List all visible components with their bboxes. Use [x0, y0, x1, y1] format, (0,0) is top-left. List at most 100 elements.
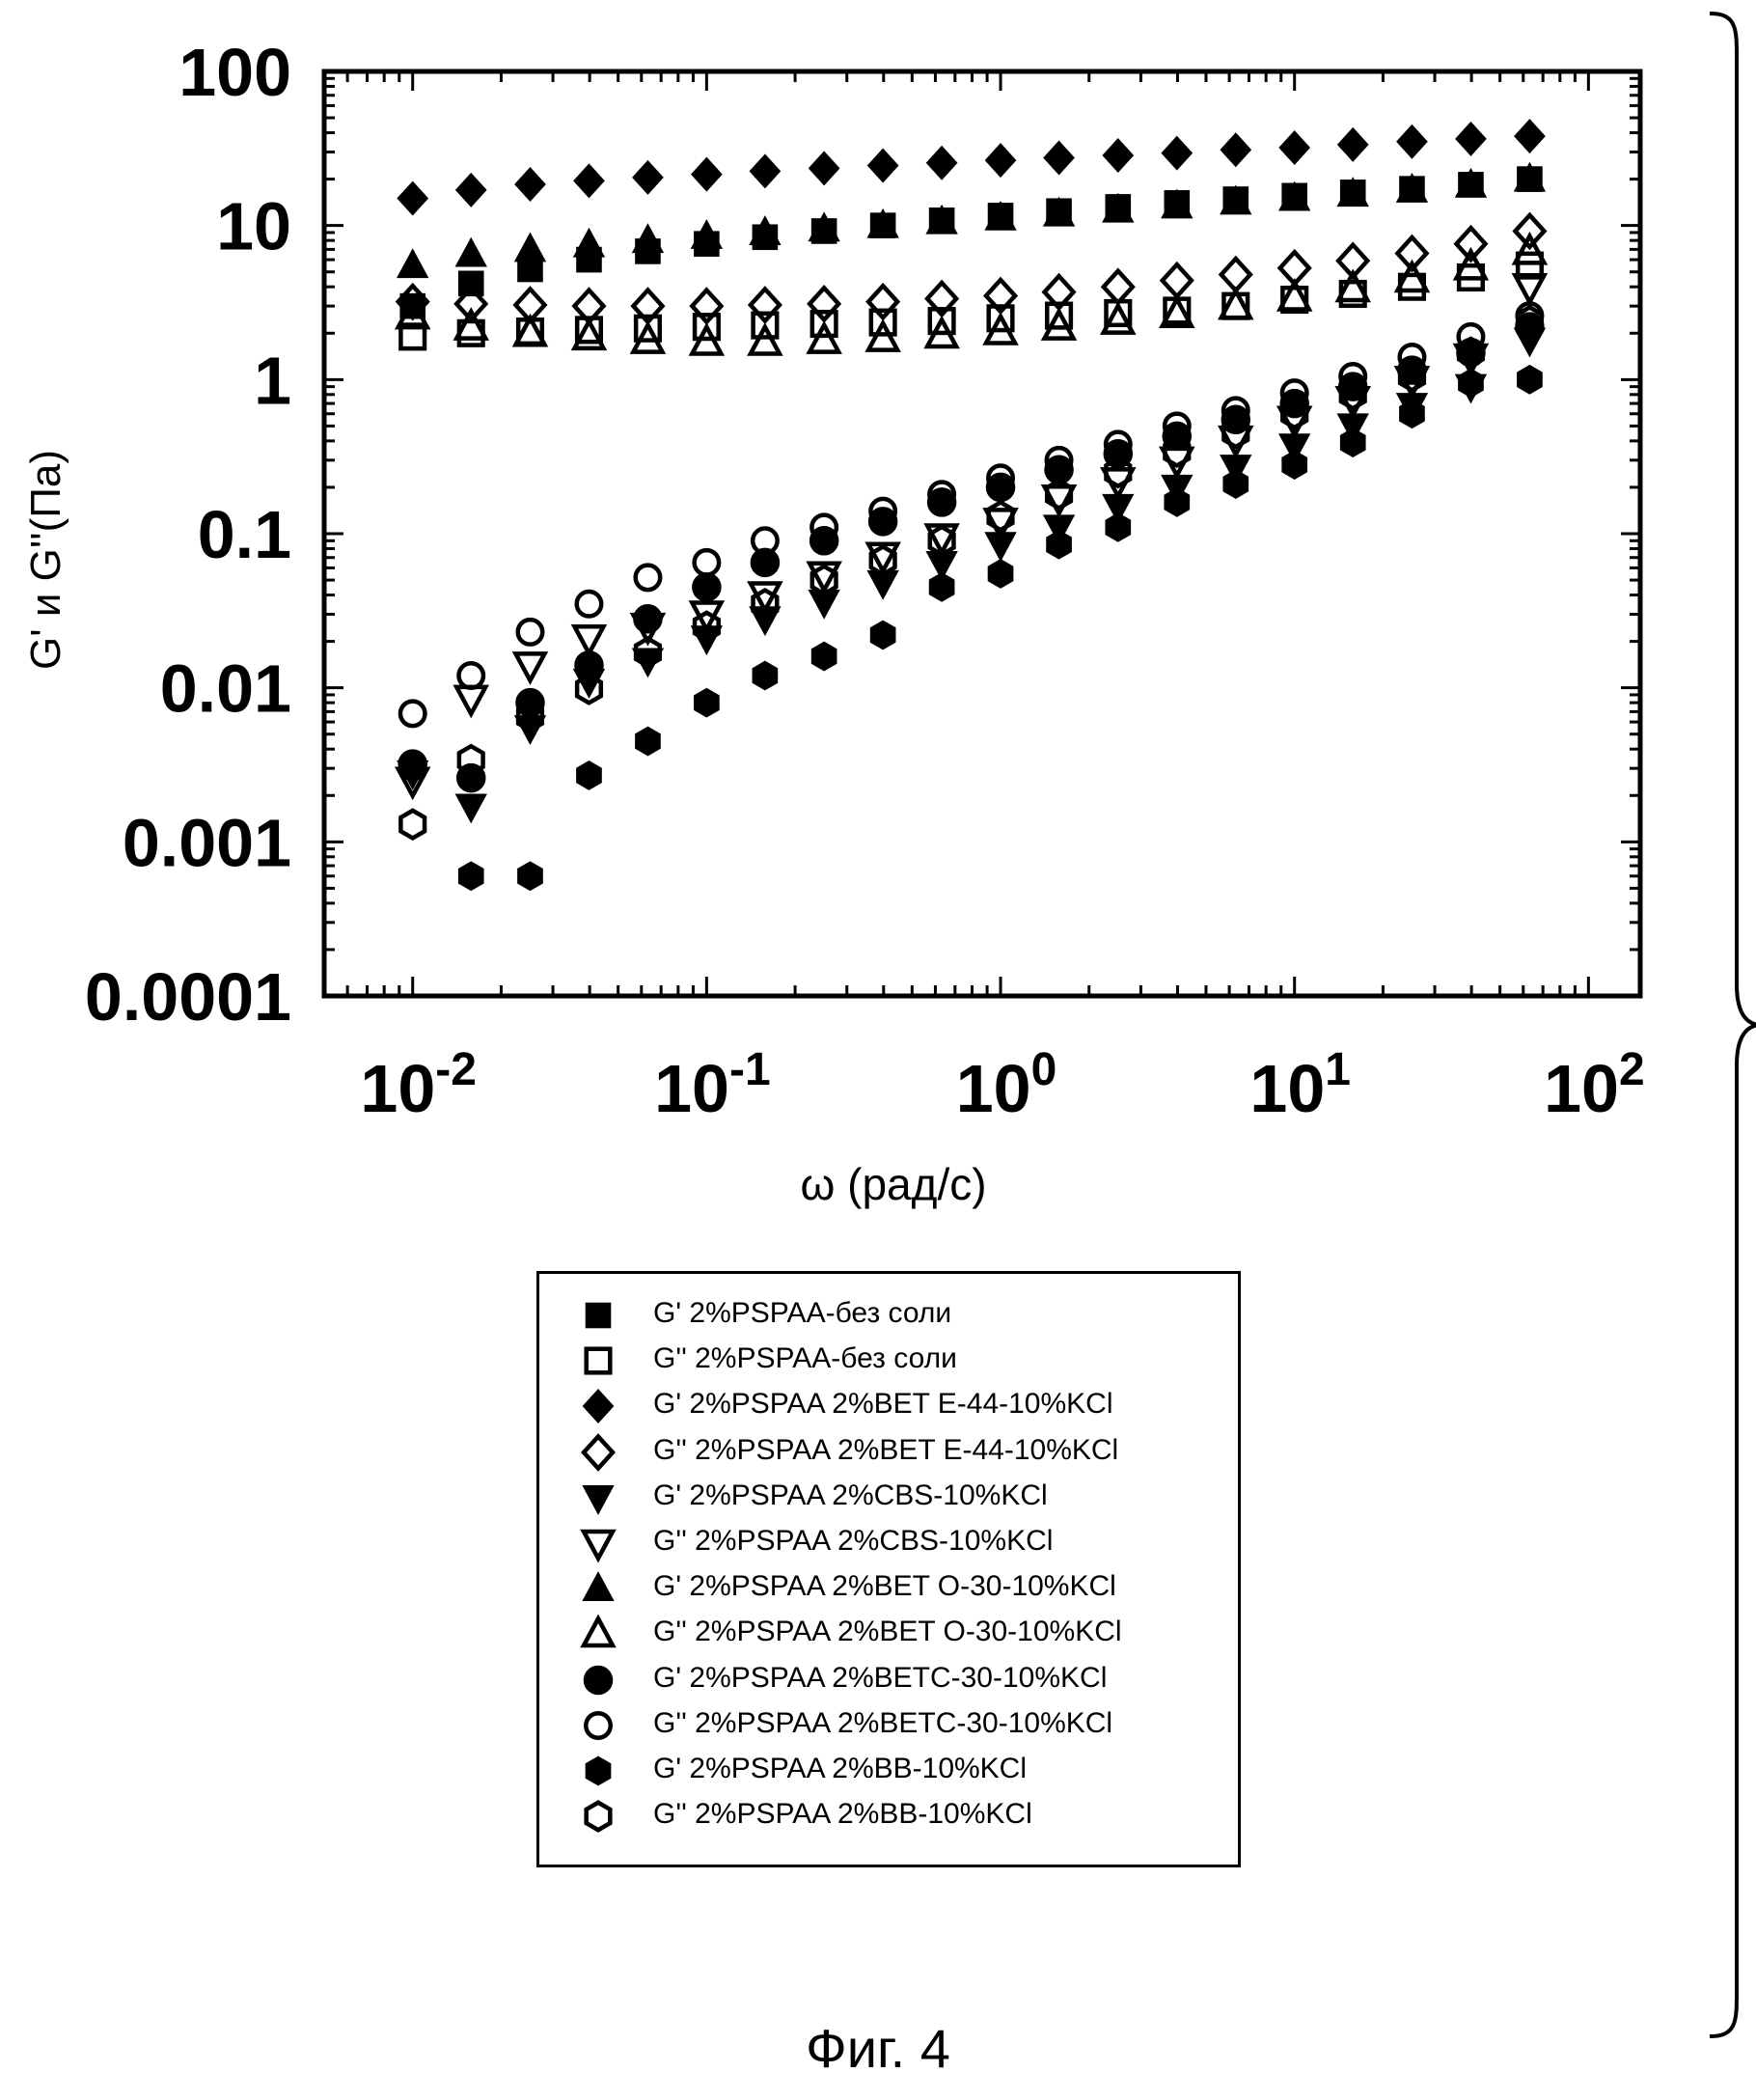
data-point [572, 227, 606, 258]
series-diamond-filled [397, 119, 1546, 216]
data-point [573, 163, 605, 199]
data-point [1395, 173, 1429, 203]
data-point [1100, 301, 1137, 335]
legend-label: G' 2%PSPAA 2%CBS-10%KCl [653, 1478, 1048, 1511]
data-point [453, 307, 490, 341]
data-point [1042, 196, 1076, 227]
data-point [1338, 377, 1367, 411]
data-point [1164, 487, 1191, 517]
data-point [1220, 184, 1252, 215]
data-point [691, 156, 723, 192]
legend-marker-triangle-down-icon [582, 1484, 615, 1515]
data-point [1100, 267, 1136, 307]
data-point [982, 276, 1019, 316]
data-point [1159, 294, 1195, 329]
data-point [632, 159, 664, 195]
data-point [1278, 130, 1311, 165]
data-point [752, 660, 779, 691]
y-tick-label: 0.001 [123, 805, 291, 880]
data-point [808, 211, 840, 242]
data-point [1102, 138, 1135, 174]
data-point [694, 687, 720, 718]
data-point [1281, 450, 1308, 481]
legend-item: G'' 2%PSPAA 2%BET O-30-10%KCl [539, 1610, 1238, 1655]
data-point [1455, 121, 1487, 156]
data-point [986, 463, 1016, 493]
data-point [515, 700, 545, 733]
data-point [1514, 119, 1546, 154]
data-point [570, 623, 608, 658]
legend-marker-diamond-icon [582, 1389, 615, 1424]
data-point [1044, 478, 1074, 511]
legend-item: G'' 2%PSPAA 2%BB-10%KCl [539, 1792, 1238, 1838]
legend-marker-hexagon-icon [585, 1755, 612, 1786]
data-point [1397, 360, 1427, 393]
legend-marker-triangle-up-icon [582, 1571, 615, 1602]
legend-marker-circle-icon [583, 1665, 614, 1695]
data-point [1338, 361, 1368, 391]
data-point [1336, 126, 1369, 162]
series-triangle-up-open [394, 231, 1549, 356]
data-point [633, 314, 662, 343]
data-point [394, 295, 431, 330]
data-point [751, 587, 780, 621]
data-point [1045, 301, 1074, 330]
data-point [457, 270, 484, 297]
data-point [749, 153, 782, 189]
data-point [692, 547, 722, 577]
data-point [574, 589, 604, 619]
legend-item: G' 2%PSPAA-без соли [539, 1291, 1238, 1337]
data-point [454, 793, 487, 824]
data-point [1399, 399, 1425, 429]
legend-marker-circle-icon [584, 1710, 613, 1740]
data-point [633, 563, 663, 593]
y-tick-label: 1 [254, 343, 291, 418]
data-point [633, 636, 663, 669]
data-point [1276, 277, 1313, 312]
data-point [1452, 246, 1490, 281]
data-point [453, 684, 490, 719]
data-point [809, 310, 838, 339]
data-point [511, 651, 549, 685]
data-point [1396, 124, 1428, 159]
data-point [517, 861, 543, 892]
figure-caption: Фиг. 4 [806, 2018, 950, 2079]
data-point [398, 808, 427, 841]
data-point [1105, 511, 1132, 542]
x-axis-label: ω (рад/с) [800, 1159, 986, 1209]
data-point [1511, 231, 1549, 265]
y-axis-label: G' и G''(Па) [22, 450, 69, 670]
data-point [1336, 177, 1369, 207]
legend-item: G'' 2%PSPAA 2%BETC-30-10%KCl [539, 1701, 1238, 1747]
right-brace [1709, 12, 1756, 2038]
data-point [747, 286, 782, 324]
data-point [1161, 188, 1194, 219]
data-point [986, 499, 1015, 533]
data-point [750, 526, 780, 556]
data-point [1161, 135, 1194, 171]
data-point [987, 559, 1014, 589]
series-circle-filled [398, 312, 1545, 793]
data-point [1517, 364, 1543, 395]
data-point [513, 232, 547, 262]
data-point [633, 604, 663, 634]
data-point [866, 148, 899, 183]
data-point [1280, 285, 1309, 315]
data-point [692, 610, 721, 643]
data-point [864, 318, 901, 352]
data-point [1394, 234, 1430, 273]
y-tick-label: 0.1 [198, 497, 291, 572]
data-point [689, 287, 725, 325]
data-point [927, 307, 956, 336]
data-point [1046, 529, 1072, 560]
data-point [453, 285, 489, 323]
data-point [515, 617, 545, 647]
data-point [692, 313, 721, 342]
legend-item: G' 2%PSPAA 2%BET E-44-10%KCl [539, 1382, 1238, 1427]
legend-label: G'' 2%PSPAA 2%CBS-10%KCl [653, 1525, 1054, 1557]
data-point [982, 312, 1019, 345]
x-tick-label: 10-1 [654, 1044, 771, 1126]
data-point [456, 743, 485, 777]
